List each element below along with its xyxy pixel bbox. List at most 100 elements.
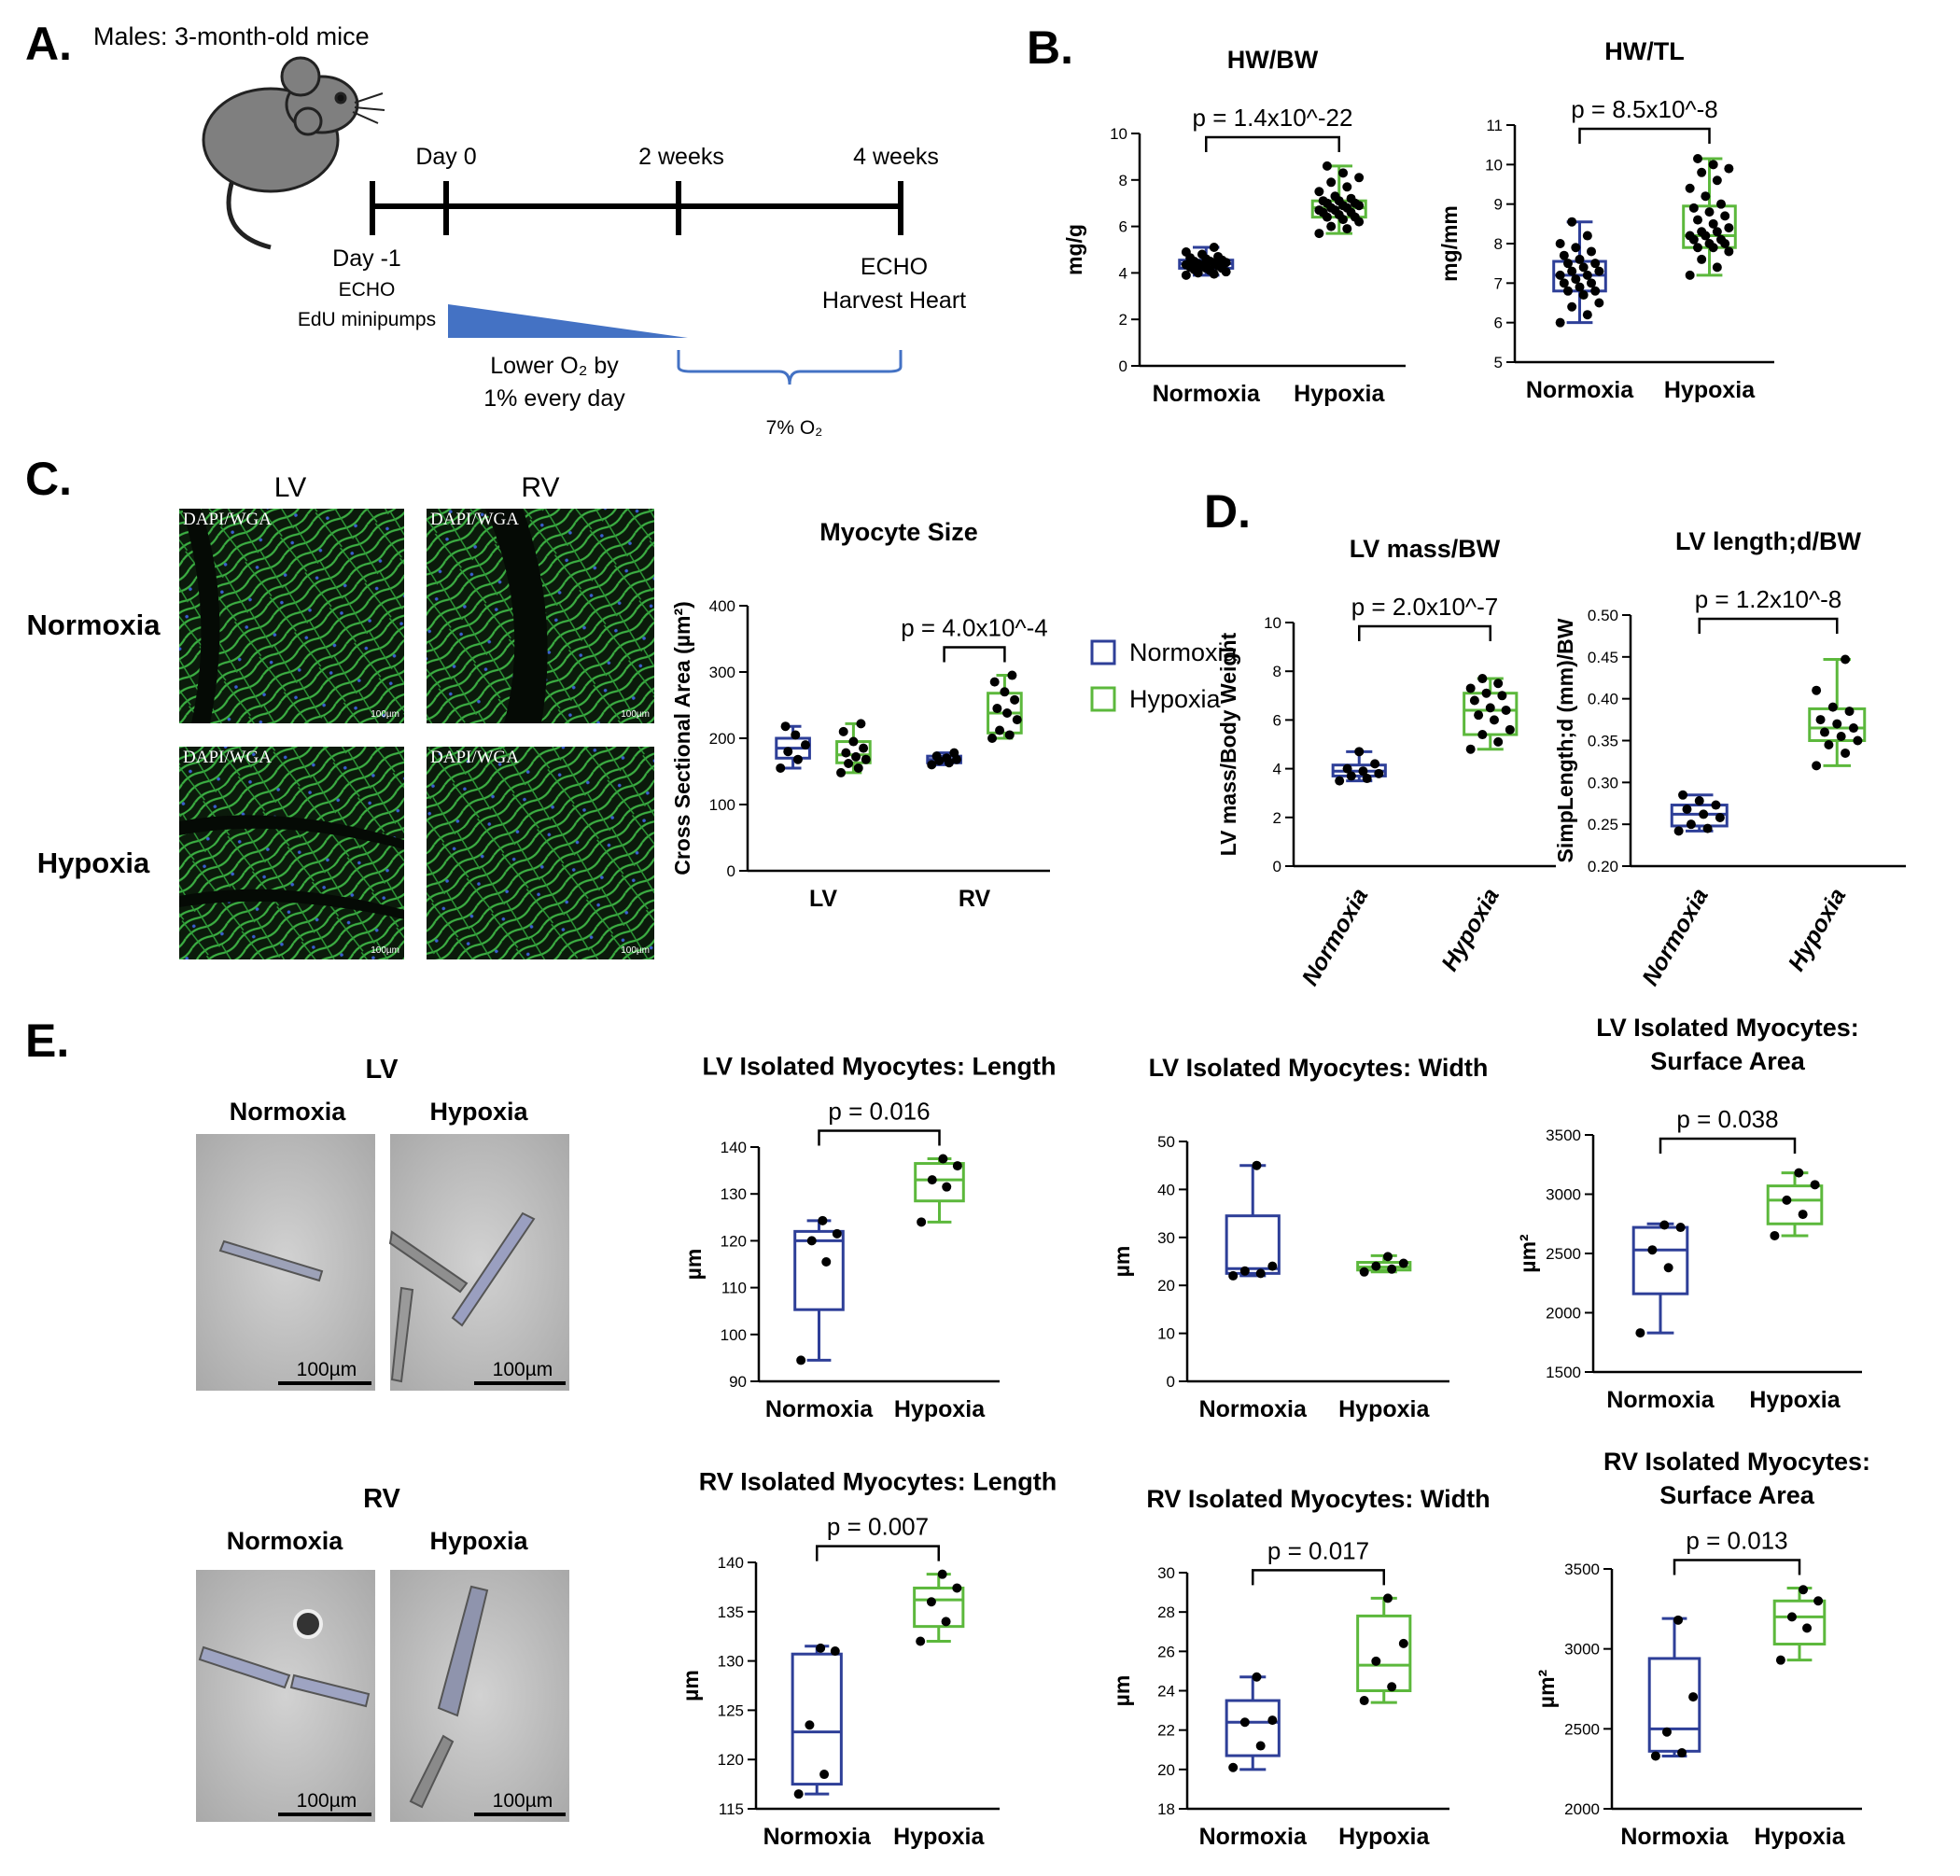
y-tick-label: 130 xyxy=(718,1653,744,1671)
o2-ramp xyxy=(448,304,688,338)
data-point xyxy=(776,763,786,773)
data-point xyxy=(1677,1748,1687,1758)
y-tick-label: 400 xyxy=(709,597,735,615)
data-point xyxy=(1387,1682,1397,1692)
data-point xyxy=(1715,812,1725,822)
scale-bar-label: 100µm xyxy=(621,709,650,720)
data-point xyxy=(1002,708,1013,719)
data-point xyxy=(1661,1727,1672,1737)
data-point xyxy=(1848,723,1858,734)
data-point xyxy=(806,1236,817,1246)
x-tick-label: Hypoxia xyxy=(893,1824,985,1850)
stain-label: DAPI/WGA xyxy=(183,748,272,767)
data-point xyxy=(1782,1195,1792,1205)
y-tick-label: 28 xyxy=(1157,1603,1175,1621)
data-point xyxy=(952,1583,962,1593)
data-point xyxy=(1239,1717,1250,1728)
y-tick-label: 2 xyxy=(1119,311,1127,329)
data-point xyxy=(1213,251,1224,261)
data-point xyxy=(1712,227,1722,237)
data-point xyxy=(1812,685,1822,695)
data-point xyxy=(1704,239,1715,248)
box xyxy=(1356,1614,1412,1692)
chart-title: LV mass/BW xyxy=(1350,535,1501,563)
significance-bracket xyxy=(1578,127,1711,144)
data-point xyxy=(1594,298,1604,308)
data-point xyxy=(1228,1762,1239,1772)
data-point xyxy=(1775,1655,1785,1665)
data-point xyxy=(1699,809,1709,819)
data-point xyxy=(942,1182,952,1192)
data-point xyxy=(1720,211,1730,221)
y-tick-label: 120 xyxy=(718,1751,744,1769)
stain-label: DAPI/WGA xyxy=(430,510,519,529)
timeline xyxy=(370,181,903,235)
y-tick-label: 6 xyxy=(1273,711,1281,729)
y-tick-label: 110 xyxy=(721,1280,747,1297)
data-point xyxy=(1578,290,1589,301)
data-point xyxy=(1181,270,1191,280)
data-point xyxy=(1562,286,1573,296)
chart-title: Myocyte Size xyxy=(819,518,978,546)
box xyxy=(791,1652,843,1786)
y-axis-label: SimpLength;d (mm)/BW xyxy=(1553,618,1577,862)
data-point xyxy=(1841,748,1851,758)
chart-title: Surface Area xyxy=(1650,1047,1806,1075)
y-tick-label: 100 xyxy=(709,796,735,814)
y-tick-label: 3500 xyxy=(1546,1127,1581,1144)
data-point xyxy=(1465,744,1476,754)
data-point xyxy=(1318,196,1328,206)
data-point xyxy=(1555,239,1565,248)
y-tick-label: 125 xyxy=(718,1701,744,1719)
data-point xyxy=(941,1617,951,1627)
column-label: LV xyxy=(274,472,306,503)
data-point xyxy=(1477,730,1488,740)
data-point xyxy=(1000,687,1010,697)
data-point xyxy=(1794,1168,1804,1178)
box xyxy=(1766,1184,1824,1225)
column-label: Hypoxia xyxy=(429,1098,528,1126)
data-point xyxy=(1810,1180,1820,1190)
data-point xyxy=(1704,207,1715,217)
y-tick-label: 7 xyxy=(1494,274,1503,292)
chart-title: HW/TL xyxy=(1604,37,1684,65)
x-tick-label: RV xyxy=(959,886,991,912)
chart-title: LV Isolated Myocytes: xyxy=(1596,1014,1859,1042)
p-value: p = 4.0x10^-4 xyxy=(901,614,1047,642)
legend-label: Hypoxia xyxy=(1129,685,1222,713)
y-axis-label: mg/g xyxy=(1062,224,1086,275)
data-point xyxy=(1685,183,1695,193)
data-point xyxy=(1798,1210,1808,1220)
y-tick-label: 0.25 xyxy=(1588,816,1618,833)
y-tick-label: 20 xyxy=(1157,1761,1175,1779)
data-point xyxy=(1824,739,1834,749)
data-point xyxy=(1010,694,1020,705)
data-point xyxy=(1836,732,1846,742)
y-tick-label: 3000 xyxy=(1546,1186,1581,1204)
data-point xyxy=(1832,719,1842,729)
data-point xyxy=(1489,715,1499,725)
data-point xyxy=(844,758,854,768)
data-point xyxy=(1181,246,1191,257)
x-tick-label: Hypoxia xyxy=(1754,1824,1845,1850)
x-tick-label: Normoxia xyxy=(1606,1387,1715,1413)
y-axis-label: µm xyxy=(1110,1246,1134,1278)
y-tick-label: 1500 xyxy=(1546,1364,1581,1381)
data-point xyxy=(1716,199,1727,209)
y-tick-label: 0.30 xyxy=(1588,774,1618,791)
x-tick-label: LV xyxy=(809,886,837,912)
data-point xyxy=(1342,182,1352,192)
data-point xyxy=(916,1636,926,1646)
data-point xyxy=(1685,270,1695,280)
data-point xyxy=(848,736,859,747)
timepoint: 2 weeks xyxy=(638,144,724,170)
x-tick-label: Hypoxia xyxy=(1338,1396,1430,1422)
data-point xyxy=(1819,727,1829,737)
data-point xyxy=(1371,1656,1381,1666)
data-point xyxy=(1505,724,1515,735)
timepoint: Day 0 xyxy=(415,144,476,170)
y-axis-label: LV mass/Body Weight xyxy=(1216,632,1240,856)
legend-label: Normoxia xyxy=(1129,638,1239,666)
y-tick-label: 8 xyxy=(1273,663,1281,680)
